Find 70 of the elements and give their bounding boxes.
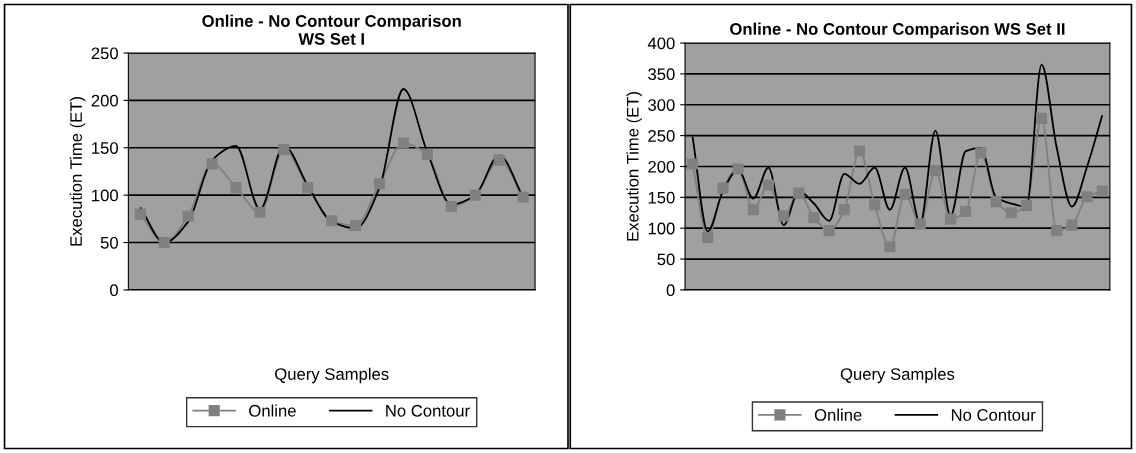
y-tick-label: 150 <box>648 191 675 204</box>
point <box>808 212 820 224</box>
point <box>762 179 775 191</box>
y-tick-label: 0 <box>110 284 118 297</box>
point <box>326 215 338 227</box>
y-tick-label: 100 <box>648 222 675 235</box>
point <box>1020 199 1032 211</box>
legend-label: Online <box>249 404 296 417</box>
point <box>1051 225 1063 237</box>
point <box>421 148 433 160</box>
point <box>914 218 926 230</box>
point <box>975 147 987 159</box>
point <box>747 204 759 216</box>
x-axis-title: Query Samples <box>840 367 955 384</box>
legend-label: No Contour <box>951 409 1036 421</box>
point <box>230 182 242 194</box>
legend-label: No Contour <box>386 404 470 417</box>
point <box>469 189 481 201</box>
y-tick-label: 250 <box>91 47 118 60</box>
point <box>278 144 290 156</box>
point <box>302 182 314 194</box>
point <box>1081 191 1093 203</box>
y-tick-label: 100 <box>92 189 118 202</box>
point <box>182 210 194 222</box>
point <box>869 199 881 211</box>
point <box>853 145 866 157</box>
point <box>687 158 699 170</box>
point <box>717 182 729 194</box>
y-axis-title: Execution Time (ET) <box>69 97 86 246</box>
y-axis-title: Execution Time (ET) <box>626 92 642 241</box>
point <box>445 200 457 213</box>
point <box>1096 185 1108 197</box>
y-tick-label: 350 <box>648 68 675 81</box>
point <box>732 163 744 175</box>
point <box>702 231 714 244</box>
y-tick-label: 150 <box>92 142 118 154</box>
point <box>397 137 410 149</box>
legend-label: Online <box>814 408 862 421</box>
point <box>990 196 1002 208</box>
y-tick-label: 300 <box>648 99 675 111</box>
y-tick-label: 0 <box>666 284 675 297</box>
point <box>134 208 146 220</box>
point <box>374 178 386 190</box>
chart-title: Online - No Contour Comparison WS Set II <box>730 22 1065 39</box>
point <box>960 205 972 218</box>
point <box>944 213 957 225</box>
point <box>929 165 941 177</box>
point <box>1036 112 1048 124</box>
point <box>206 158 218 170</box>
point <box>823 225 835 237</box>
y-tick-label: 400 <box>647 37 675 50</box>
point <box>884 241 896 253</box>
point <box>254 206 266 218</box>
y-tick-label: 200 <box>648 160 675 173</box>
y-tick-label: 250 <box>648 130 675 142</box>
point <box>1066 219 1078 231</box>
point <box>899 188 911 200</box>
y-tick-label: 200 <box>91 94 118 107</box>
point <box>493 154 505 166</box>
y-tick-label: 50 <box>657 253 675 266</box>
point <box>778 210 790 222</box>
y-tick-label: 50 <box>100 236 118 249</box>
point <box>158 236 170 249</box>
point <box>793 187 805 199</box>
point <box>350 219 362 232</box>
chart-title: Online - No Contour Comparison WS Set I <box>202 14 461 45</box>
point <box>1005 207 1017 219</box>
point <box>838 204 850 216</box>
point <box>517 191 529 203</box>
x-axis-title: Query Samples <box>275 367 389 384</box>
